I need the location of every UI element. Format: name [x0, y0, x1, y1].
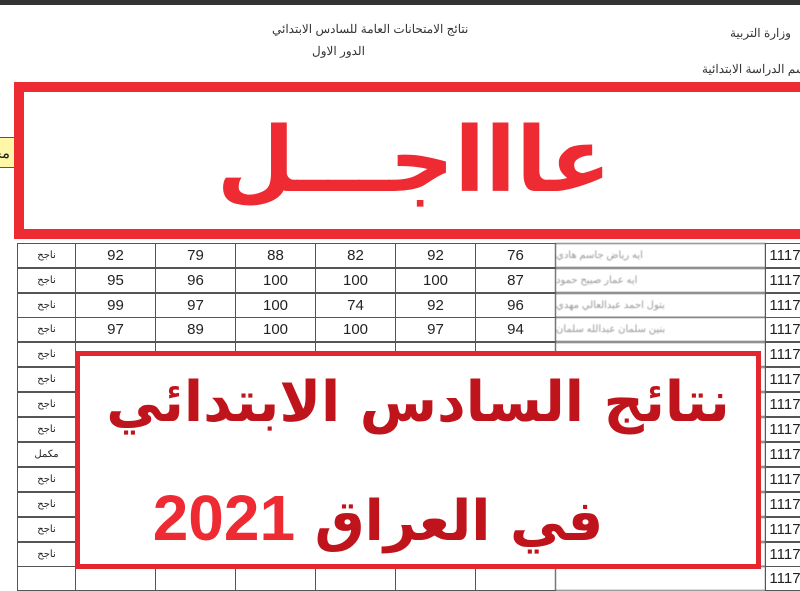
top-edge: [0, 0, 800, 5]
ministry-label: وزارة التربية: [730, 26, 791, 40]
score-cell: 99: [75, 292, 156, 318]
department-label: قسم الدراسة الابتدائية: [702, 62, 800, 76]
status-cell: [17, 566, 76, 591]
score-cell: [155, 566, 236, 591]
status-cell: ناجح: [17, 417, 76, 442]
banner-line-2: في العراق 2021: [80, 481, 676, 555]
score-cell: 92: [395, 242, 476, 268]
score-cell: 97: [155, 292, 236, 318]
score-cell: 76: [475, 242, 556, 268]
document-title: نتائج الامتحانات العامة للسادس الابتدائي: [272, 22, 469, 36]
status-cell: ناجح: [17, 242, 76, 268]
student-id-cell: 1117: [765, 342, 800, 368]
student-id-cell: 1117: [765, 541, 800, 567]
banner-country: في العراق: [314, 489, 604, 554]
banner-line-1: نتائج السادس الابتدائي: [106, 370, 730, 435]
student-id-cell: 1117: [765, 516, 800, 542]
student-id-cell: 1117: [765, 417, 800, 442]
score-cell: 87: [475, 267, 556, 293]
status-cell: مكمل: [17, 441, 76, 467]
score-cell: 100: [395, 267, 476, 293]
student-id-cell: 1117: [765, 392, 800, 418]
score-cell: 79: [155, 242, 236, 268]
score-cell: [235, 566, 316, 591]
status-cell: ناجح: [17, 292, 76, 318]
score-cell: 92: [75, 242, 156, 268]
score-cell: 95: [75, 267, 156, 293]
status-cell: ناجح: [17, 541, 76, 567]
student-name-cell: [555, 566, 766, 591]
student-id-cell: 1117: [765, 242, 800, 268]
score-cell: 82: [315, 242, 396, 268]
status-cell: ناجح: [17, 466, 76, 492]
score-cell: [315, 566, 396, 591]
student-id-cell: 1117: [765, 292, 800, 318]
score-cell: 88: [235, 242, 316, 268]
student-name-cell: بنين سلمان عبدالله سلمان: [555, 317, 766, 343]
score-cell: 96: [475, 292, 556, 318]
score-cell: 100: [235, 317, 316, 343]
urgent-text: عاااجـــل: [216, 108, 613, 213]
score-cell: 100: [235, 267, 316, 293]
score-cell: 100: [315, 267, 396, 293]
exam-session: الدور الاول: [312, 44, 365, 58]
banner-year: 2021: [152, 482, 296, 554]
student-name-cell: ايه عمار صبيح حمود: [555, 267, 766, 293]
student-id-cell: 1117: [765, 466, 800, 492]
score-cell: 97: [75, 317, 156, 343]
results-banner: نتائج السادس الابتدائي في العراق 2021: [75, 351, 761, 569]
student-id-cell: 1117: [765, 267, 800, 293]
student-name-cell: ايه رياض جاسم هادي: [555, 242, 766, 268]
score-cell: 94: [475, 317, 556, 343]
status-cell: ناجح: [17, 342, 76, 368]
score-cell: 96: [155, 267, 236, 293]
status-cell: ناجح: [17, 367, 76, 393]
student-id-cell: 1117: [765, 367, 800, 393]
student-id-cell: 1117: [765, 441, 800, 467]
score-cell: 74: [315, 292, 396, 318]
score-cell: [75, 566, 156, 591]
score-cell: [395, 566, 476, 591]
student-id-cell: 1117: [765, 566, 800, 591]
status-cell: ناجح: [17, 392, 76, 418]
score-cell: [475, 566, 556, 591]
score-cell: 100: [315, 317, 396, 343]
status-cell: ناجح: [17, 491, 76, 517]
score-cell: 89: [155, 317, 236, 343]
student-id-cell: 1117: [765, 491, 800, 517]
urgent-banner: عاااجـــل: [14, 82, 800, 239]
status-cell: ناجح: [17, 267, 76, 293]
status-cell: ناجح: [17, 516, 76, 542]
score-cell: 100: [235, 292, 316, 318]
student-id-cell: 1117: [765, 317, 800, 343]
status-cell: ناجح: [17, 317, 76, 343]
score-cell: 97: [395, 317, 476, 343]
score-cell: 92: [395, 292, 476, 318]
student-name-cell: بتول احمد عبدالعالي مهدي: [555, 292, 766, 318]
